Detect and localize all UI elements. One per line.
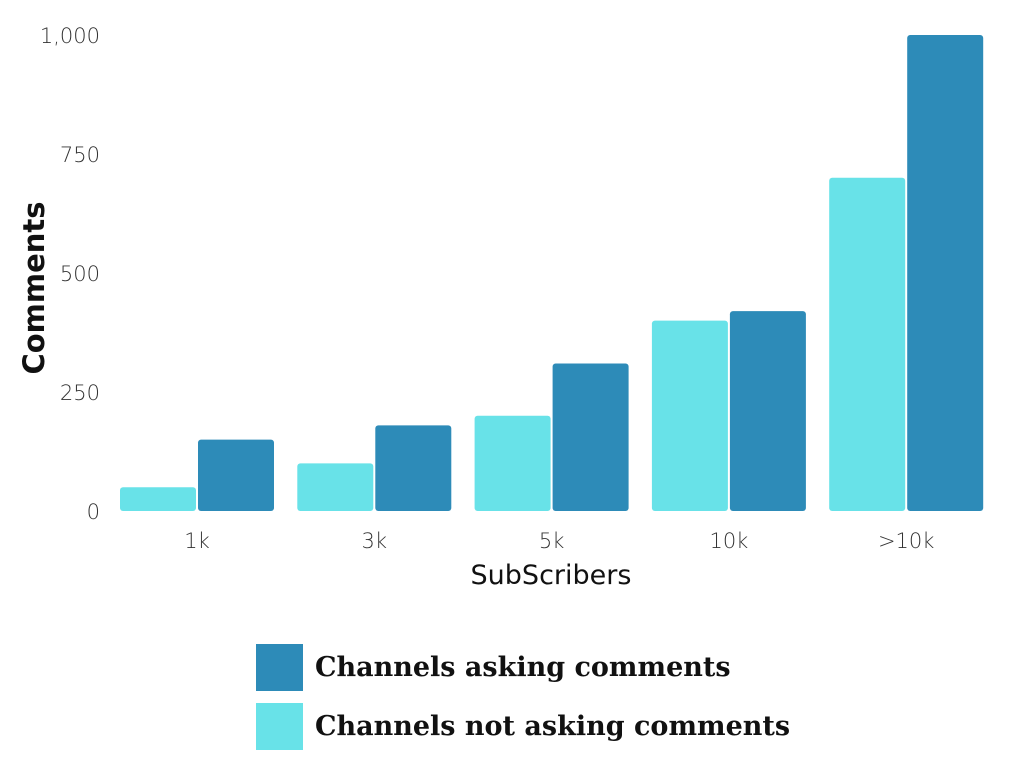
bar-asking-0	[198, 439, 274, 511]
bar-asking-4	[907, 35, 984, 511]
x-tick-label: >10k	[878, 529, 934, 553]
legend-swatch-asking	[256, 644, 303, 691]
legend-label-asking: Channels asking comments	[315, 652, 731, 683]
legend-item-not-asking: Channels not asking comments	[256, 703, 790, 750]
x-tick-label: 3k	[362, 529, 388, 553]
bar-not-asking-1	[297, 463, 374, 511]
bar-asking-3	[729, 311, 806, 511]
y-tick-label: 250	[60, 381, 100, 405]
bars-group	[120, 35, 984, 512]
y-tick-label: 1,000	[40, 24, 100, 48]
x-tick-label: 10k	[709, 529, 748, 553]
y-tick-label: 500	[60, 262, 100, 286]
y-tick-label: 750	[60, 143, 100, 167]
legend-swatch-not-asking	[256, 703, 303, 750]
comments-bar-chart: Comments 0 250 500 750 1,000 1k 3k 5k 10k >10k S…	[17, 24, 984, 591]
y-axis-ticks: 0 250 500 750 1,000	[40, 24, 100, 524]
bar-asking-1	[375, 425, 452, 511]
x-tick-label: 1k	[184, 529, 210, 553]
bar-not-asking-4	[829, 177, 906, 512]
y-tick-label: 0	[87, 500, 100, 524]
x-axis-title: SubScribers	[471, 560, 632, 591]
bar-not-asking-2	[474, 415, 551, 511]
legend-label-not-asking: Channels not asking comments	[315, 711, 791, 742]
y-axis-title: Comments	[17, 201, 51, 374]
bar-not-asking-0	[120, 487, 196, 511]
bar-asking-2	[552, 363, 629, 511]
bar-not-asking-3	[651, 320, 728, 511]
legend: Channels asking comments Channels not as…	[256, 644, 790, 762]
legend-item-asking: Channels asking comments	[256, 644, 790, 691]
x-tick-label: 5k	[539, 529, 565, 553]
x-axis-ticks: 1k 3k 5k 10k >10k	[184, 529, 934, 553]
